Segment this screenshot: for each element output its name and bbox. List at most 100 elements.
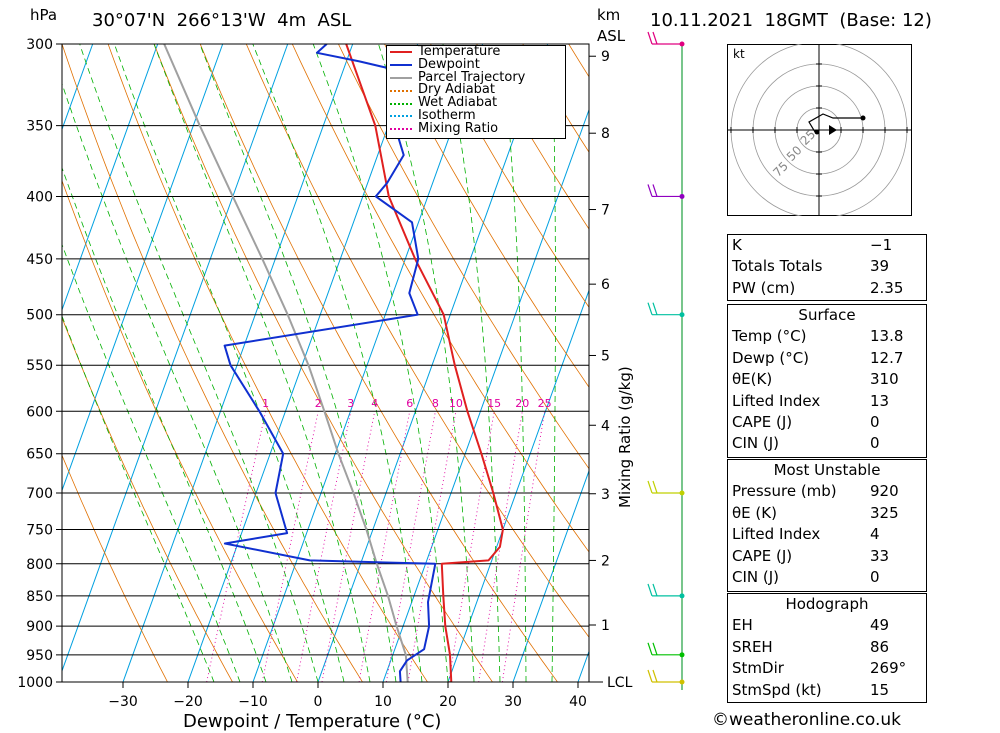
legend-label: Temperature	[418, 44, 501, 59]
dry-adiabat-line	[983, 44, 1000, 682]
legend-item: Mixing Ratio	[387, 120, 565, 136]
mixing-ratio-label: 15	[487, 397, 501, 410]
surface-index-label: Dewp (°C)	[732, 348, 810, 367]
surface-index-row: Lifted Index 13	[728, 391, 926, 412]
unstable-index-row: Pressure (mb) 920	[728, 481, 926, 502]
legend-item: Dewpoint	[387, 58, 565, 72]
most-unstable-table: Most Unstable Pressure (mb) 920 θE (K) 325 L…	[727, 459, 927, 592]
mixing-ratio-label: 8	[432, 397, 439, 410]
dry-adiabat-line	[338, 44, 589, 470]
unstable-index-value: 4	[870, 525, 880, 544]
general-index-value: −1	[870, 236, 893, 254]
unstable-index-label: θE (K)	[732, 503, 777, 522]
mixing-ratio-axis-title: Mixing Ratio (g/kg)	[616, 366, 634, 508]
wind-barb	[647, 669, 685, 685]
height-km-label: 4	[601, 418, 610, 434]
isotherm-line	[187, 44, 419, 682]
pressure-tick-label: 550	[26, 358, 53, 374]
legend-swatch	[390, 76, 412, 79]
hodograph-index-value: 49	[870, 616, 890, 635]
isotherm-line	[122, 44, 354, 682]
pressure-tick-label: 700	[26, 486, 53, 502]
legend-label: Mixing Ratio	[418, 120, 499, 136]
temperature-tick-label: 40	[569, 694, 587, 710]
x-axis-title: Dewpoint / Temperature (°C)	[183, 711, 441, 732]
general-index-label: K	[732, 236, 742, 254]
legend: Temperature Dewpoint Parcel Trajectory Dry …	[386, 45, 566, 139]
mixing-ratio-label: 20	[515, 397, 529, 410]
hodograph-index-row: StmDir 269°	[728, 658, 926, 679]
pressure-tick-label: 600	[26, 404, 53, 420]
wind-barb	[647, 480, 685, 496]
surface-index-row: Temp (°C) 13.8	[728, 326, 926, 347]
surface-index-label: θE(K)	[732, 370, 773, 389]
general-index-row: PW (cm) 2.35	[728, 278, 926, 299]
height-km-label: 7	[601, 203, 610, 219]
pressure-tick-label: 800	[26, 557, 53, 573]
temperature-tick-label: −30	[108, 694, 138, 710]
hodograph-indices-table: Hodograph EH 49 SREH 86 StmDir 269° StmSpd (kt…	[727, 593, 927, 703]
isotherm-line	[62, 44, 289, 673]
unstable-index-label: CIN (J)	[732, 567, 780, 586]
wind-barb-flag	[652, 184, 658, 197]
legend-swatch	[390, 115, 412, 118]
legend-swatch	[390, 89, 412, 92]
general-indices-table: K −1 Totals Totals 39 PW (cm) 2.35	[727, 234, 927, 301]
height-km-label: 3	[601, 487, 610, 503]
wind-barb-flag	[652, 31, 658, 45]
mixing-ratio-label: 1	[262, 397, 269, 410]
unstable-index-value: 33	[870, 546, 890, 565]
general-index-value: 39	[870, 257, 890, 276]
unstable-index-value: 325	[870, 503, 899, 522]
surface-index-row: CAPE (J) 0	[728, 412, 926, 433]
dry-adiabat-line	[62, 44, 363, 682]
surface-index-value: 0	[870, 434, 880, 453]
surface-index-row: CIN (J) 0	[728, 433, 926, 454]
unstable-index-row: θE (K) 325	[728, 503, 926, 524]
unstable-index-label: Lifted Index	[732, 525, 821, 544]
wind-barb	[647, 642, 685, 658]
height-unit-asl: ASL	[597, 27, 626, 45]
dry-adiabat-line	[62, 179, 298, 682]
legend-label: Dry Adiabat	[418, 82, 495, 98]
legend-swatch	[390, 64, 412, 67]
pressure-tick-label: 850	[26, 589, 53, 605]
surface-index-label: CAPE (J)	[732, 412, 793, 431]
dewpoint-line	[223, 44, 437, 682]
unstable-index-row: CAPE (J) 33	[728, 546, 926, 567]
general-index-row: Totals Totals 39	[728, 256, 926, 277]
wet-adiabat-line	[114, 44, 345, 682]
surface-title: Surface	[798, 306, 856, 324]
hodograph-title: Hodograph	[785, 595, 869, 613]
wind-barb	[647, 31, 685, 47]
pressure-tick-label: 300	[26, 37, 53, 53]
unstable-index-row: CIN (J) 0	[728, 567, 926, 588]
wet-adiabat-line	[500, 44, 527, 682]
dry-adiabat-line	[476, 44, 589, 230]
hodograph-index-row: EH 49	[728, 615, 926, 636]
height-km-label: 1	[601, 618, 610, 634]
temperature-tick-label: −10	[238, 694, 268, 710]
surface-index-value: 310	[870, 370, 899, 389]
pressure-tick-label: 950	[26, 648, 53, 664]
mixing-ratio-line	[296, 411, 352, 682]
copyright-footer[interactable]: ©weatheronline.co.uk	[712, 710, 902, 730]
general-index-row: K −1	[728, 235, 926, 256]
hodograph-index-label: EH	[732, 616, 753, 635]
surface-index-row: θE(K) 310	[728, 369, 926, 390]
hodograph-index-label: StmDir	[732, 659, 784, 678]
wet-adiabat-line	[252, 44, 423, 682]
temperature-tick-label: 30	[504, 694, 522, 710]
pressure-tick-label: 1000	[17, 675, 53, 691]
wet-adiabat-line	[62, 82, 293, 682]
mixing-ratio-label: 2	[315, 397, 322, 410]
wind-barb-flag	[652, 669, 658, 683]
wind-barb-flag	[647, 642, 653, 656]
dry-adiabat-line	[291, 44, 589, 553]
wind-barb-flag	[647, 31, 653, 45]
legend-label: Wet Adiabat	[418, 95, 498, 111]
pressure-tick-label: 900	[26, 619, 53, 635]
legend-label: Parcel Trajectory	[418, 69, 526, 85]
height-km-label: 2	[601, 553, 610, 569]
dry-adiabat-line	[153, 44, 493, 682]
